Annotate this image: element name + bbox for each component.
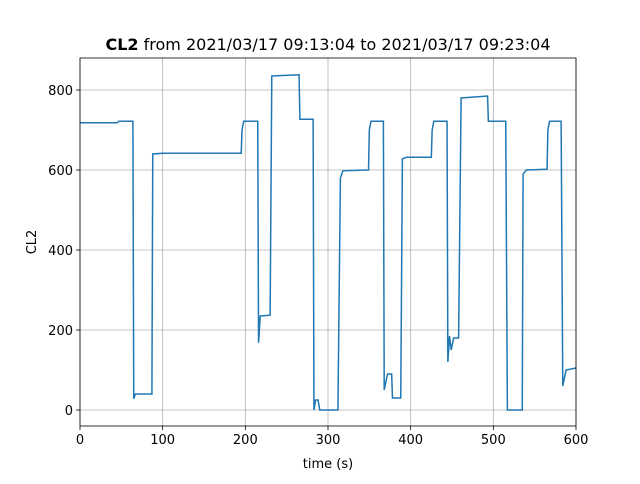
data-line	[80, 74, 577, 411]
x-tick-label: 400	[398, 433, 423, 448]
plot-frame	[79, 57, 577, 427]
y-axis-label: CL2	[25, 230, 40, 255]
x-tick-label: 0	[76, 433, 84, 448]
y-tick-label: 400	[48, 244, 73, 259]
x-tick-label: 100	[150, 433, 175, 448]
title-text: from 2021/03/17 09:13:04 to 2021/03/17 0…	[144, 35, 551, 54]
x-tick-label: 500	[481, 433, 506, 448]
x-tick-label: 200	[233, 433, 258, 448]
y-tick-label: 800	[48, 84, 73, 99]
title-bold: CL2	[105, 35, 138, 54]
y-tick-label: 600	[48, 164, 73, 179]
x-tick-label: 300	[316, 433, 341, 448]
x-axis-label: time (s)	[303, 457, 353, 472]
y-tick-label: 200	[48, 324, 73, 339]
chart-title: CL2 from 2021/03/17 09:13:04 to 2021/03/…	[105, 35, 550, 54]
y-tick-label: 0	[65, 404, 73, 419]
x-tick-label: 600	[564, 433, 589, 448]
